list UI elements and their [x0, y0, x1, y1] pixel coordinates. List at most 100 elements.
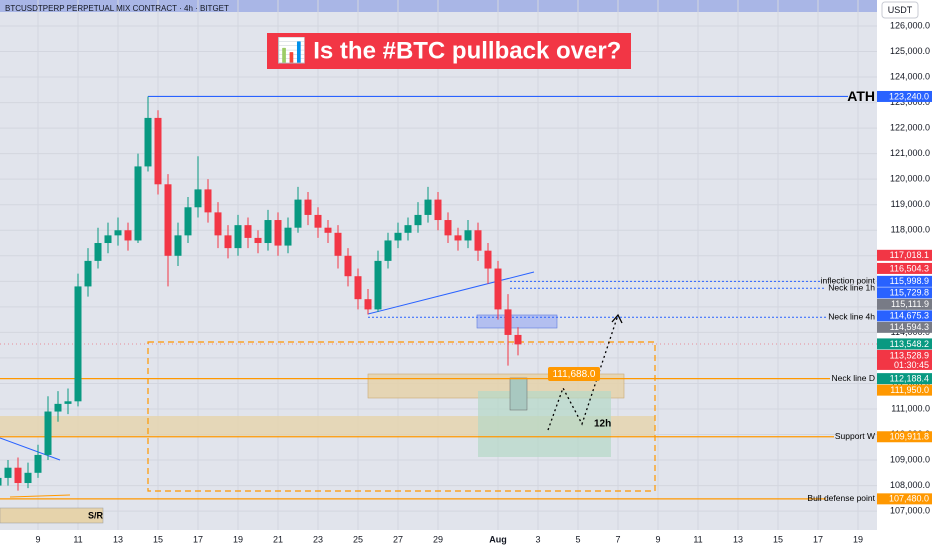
annotation-box: [548, 367, 600, 381]
range-box: [147, 341, 656, 492]
annotation: S/R: [88, 510, 104, 520]
candle-body: [284, 227, 292, 246]
x-tick-label: 13: [733, 534, 743, 544]
candle-body: [204, 189, 212, 213]
chart-title: 📊 Is the #BTC pullback over?: [277, 36, 622, 64]
x-tick-label: 23: [313, 534, 323, 544]
y-tick-label: 118,000.0: [891, 225, 930, 235]
candle-body: [244, 225, 252, 238]
grid: [0, 0, 877, 530]
candle-body: [424, 199, 432, 215]
y-tick-label: 120,000.0: [890, 174, 930, 184]
x-tick-label: 25: [353, 534, 363, 544]
target-zone: [478, 391, 611, 457]
level-label: Neck line 4h: [828, 311, 875, 321]
candle-body: [154, 117, 162, 185]
candle-body: [34, 454, 42, 473]
projection-box: [509, 377, 528, 411]
candle-body: [144, 117, 152, 167]
annotation: 111,688.0: [552, 369, 595, 380]
x-tick-label: 5: [575, 534, 580, 544]
candle-body: [504, 309, 512, 335]
level-label: Support W: [835, 431, 875, 441]
candle-body: [234, 225, 242, 249]
currency[interactable]: USDT: [888, 5, 913, 15]
candle-body: [134, 166, 142, 241]
axis-labels: 107,000.0108,000.0109,000.0110,000.0111,…: [35, 20, 932, 544]
candle-body: [14, 467, 22, 484]
price-label-box: [877, 349, 932, 361]
candle-body: [264, 220, 272, 244]
x-tick-label: 9: [655, 534, 660, 544]
price-label: 113,548.2: [890, 339, 929, 349]
y-tick-label: 125,000.0: [890, 46, 930, 56]
candle-body: [404, 225, 412, 233]
candle-body: [104, 235, 112, 244]
candle-body: [514, 334, 522, 345]
neck-zone: [476, 314, 558, 329]
x-tick-label: 21: [273, 534, 283, 544]
x-tick-label: 27: [393, 534, 403, 544]
candles: [0, 96, 522, 491]
candle-body: [174, 235, 182, 256]
candle-body: [274, 220, 282, 246]
candle-body: [474, 230, 482, 251]
price-label: 112,188.4: [890, 374, 929, 384]
trend-line: [367, 271, 535, 315]
candle-body: [374, 260, 382, 310]
level-label: inflection point: [821, 276, 876, 286]
x-tick-label: 9: [35, 534, 40, 544]
candle-body: [384, 240, 392, 261]
x-tick-label: 15: [773, 534, 783, 544]
candle-body: [484, 250, 492, 269]
candle-body: [164, 184, 172, 256]
y-tick-label: 126,000.0: [890, 20, 930, 30]
price-label: 114,675.3: [890, 311, 929, 321]
y-tick-label: 122,000.0: [890, 122, 930, 132]
price-label-box: [877, 90, 932, 102]
y-tick-label: 123,000.0: [890, 97, 930, 107]
candle-body: [44, 411, 52, 455]
level-label: ATH: [847, 88, 875, 104]
price-label: 111,950.0: [890, 385, 929, 395]
candle-body: [314, 214, 322, 228]
x-tick-label: 11: [73, 534, 82, 544]
x-tick-label: 17: [813, 534, 823, 544]
price-label: 117,018.1: [890, 250, 929, 260]
x-tick-label: 15: [153, 534, 163, 544]
x-tick-label: 19: [853, 534, 863, 544]
y-tick-label: 108,000.0: [890, 480, 930, 490]
countdown: 01:30:45: [894, 360, 929, 370]
candle-body: [64, 401, 72, 404]
annotation: 12h: [594, 419, 611, 430]
candle-body: [304, 199, 312, 215]
candle-body: [444, 220, 452, 236]
candle-body: [334, 232, 342, 256]
price-label-box: [877, 384, 932, 396]
candle-body: [294, 199, 302, 228]
candle-body: [24, 472, 32, 484]
candle-body: [4, 467, 12, 478]
x-tick-label: 17: [193, 534, 203, 544]
candle-body: [224, 235, 232, 249]
currency-button[interactable]: [881, 1, 919, 19]
level-label: Bull defense point: [807, 493, 875, 503]
arrow-head: [611, 313, 623, 324]
candle-body: [0, 477, 2, 486]
price-label-box: [877, 373, 932, 385]
price-label-box: [877, 310, 932, 322]
candle-body: [94, 243, 102, 261]
y-tick-label: 121,000.0: [890, 148, 930, 158]
candle-body: [494, 268, 502, 310]
x-tick-label: 19: [233, 534, 243, 544]
y-tick-label: 107,000.0: [890, 505, 930, 515]
x-tick-label: Aug: [489, 534, 507, 544]
price-label-box: [877, 262, 932, 274]
x-tick-label: 7: [615, 534, 620, 544]
y-tick-label: 119,000.0: [891, 199, 930, 209]
price-label: 123,240.0: [889, 91, 929, 101]
price-label: 116,504.3: [890, 263, 929, 273]
candle-body: [194, 189, 202, 208]
